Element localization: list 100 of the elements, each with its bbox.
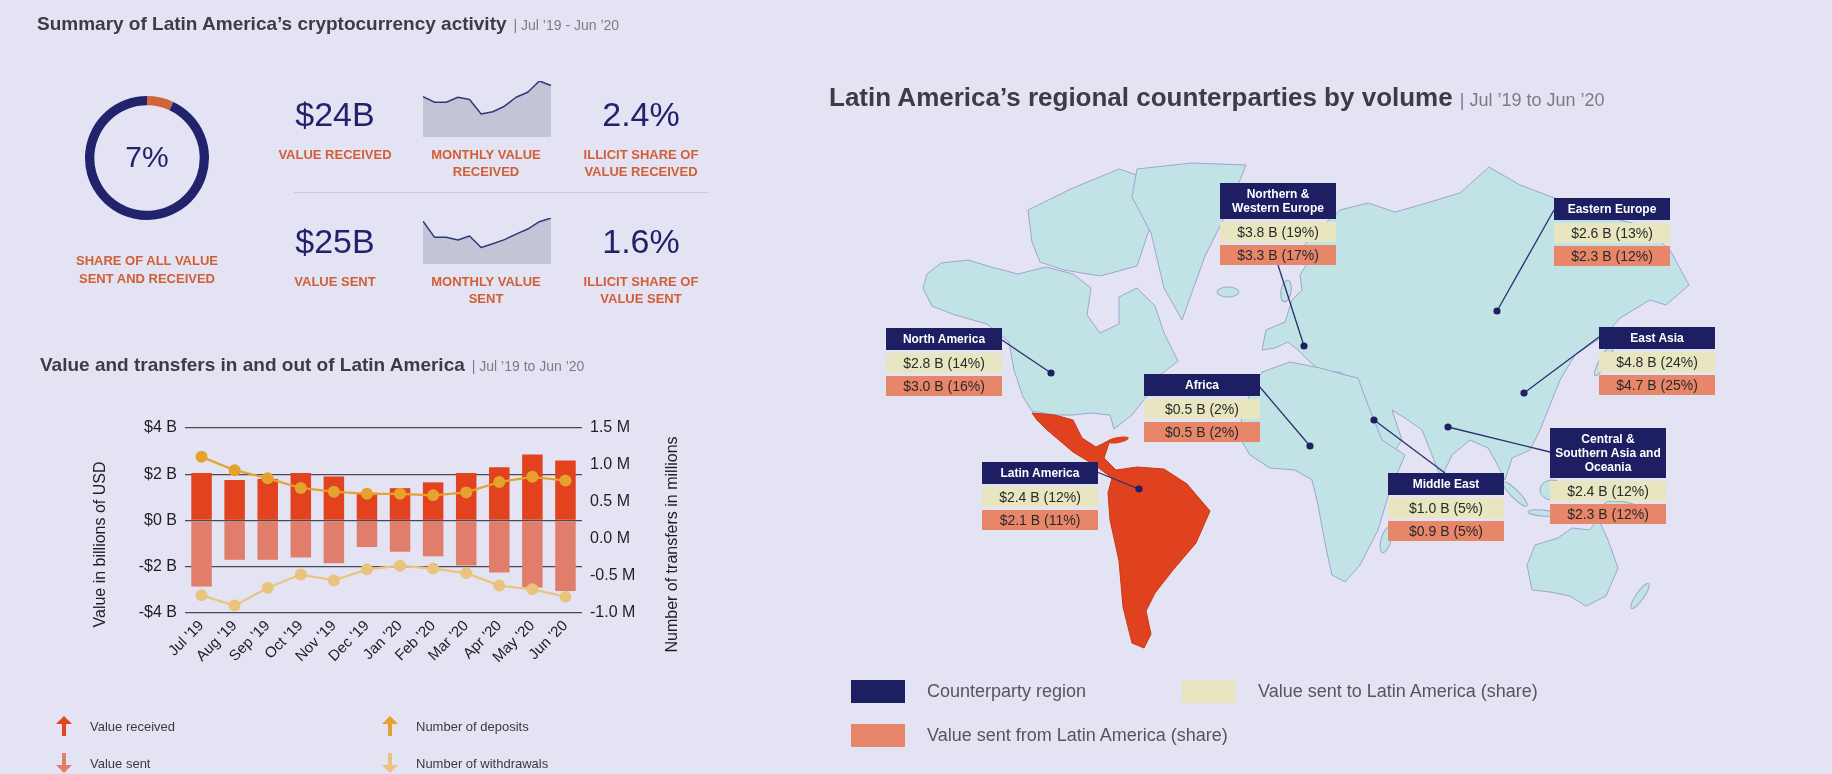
point — [294, 481, 307, 494]
text: | Jul ’19 - Jun ’20 — [513, 17, 620, 33]
bar — [422, 521, 444, 557]
data-label: $2.4 B (12%) — [1550, 481, 1666, 501]
y-tick-label: $0 B — [144, 510, 177, 528]
data-label: $4.8 B (24%) — [1599, 352, 1715, 372]
point — [195, 589, 208, 602]
data-label: $0.5 B (2%) — [1144, 422, 1260, 442]
category-label: Latin America — [982, 462, 1098, 484]
bar — [224, 521, 245, 560]
text: Summary of Latin America’s cryptocurrency activity — [37, 13, 507, 34]
legend-label: Value sent — [90, 755, 151, 771]
point — [427, 562, 440, 575]
legend-label: Value received — [90, 718, 176, 734]
y-axis-title: Value in billions of USD — [91, 461, 109, 628]
category-label: North America — [886, 328, 1002, 350]
y-tick-label: $2 B — [144, 464, 177, 482]
legend-label: Number of deposits — [416, 718, 529, 734]
point — [261, 472, 274, 485]
category-label: Africa — [1144, 374, 1260, 396]
text: Latin America’s regional counterparties by volume — [829, 82, 1453, 112]
text: $24B — [294, 94, 376, 134]
point — [460, 567, 473, 580]
y2-tick-label: 0.5 M — [590, 492, 631, 510]
legend-label: Number of withdrawals — [416, 755, 549, 771]
category-label: Middle East — [1388, 473, 1504, 495]
text: | Jul ’19 to Jun ’20 — [1459, 90, 1605, 110]
point — [360, 563, 373, 576]
point — [327, 574, 340, 587]
bar — [389, 521, 411, 552]
data-label: $0.9 B (5%) — [1388, 521, 1504, 541]
bar — [191, 521, 212, 587]
legend-label: Value sent from Latin America (share) — [927, 724, 1228, 747]
category-label: Northern & Western Europe — [1220, 183, 1336, 219]
y-tick-label: $4 B — [144, 418, 177, 436]
chart-subtitle: | Jul ’19 to Jun ’20 — [471, 358, 585, 374]
data-label: $0.5 B (2%) — [1144, 399, 1260, 419]
point — [493, 476, 506, 489]
point — [228, 599, 241, 612]
text: 1.6% — [601, 221, 681, 261]
bar — [455, 521, 477, 566]
bar — [356, 521, 378, 548]
point — [195, 450, 208, 463]
point — [559, 474, 572, 487]
point — [559, 590, 572, 603]
text: $25B — [294, 221, 376, 261]
data-label: $2.1 B (11%) — [982, 510, 1098, 530]
text: VALUE SENT — [293, 273, 377, 290]
text: 2.4% — [601, 94, 681, 134]
bar — [257, 478, 278, 520]
y-tick-label: -$4 B — [138, 603, 177, 621]
point — [394, 487, 407, 500]
x-axis-title: MONTHLY VALUE RECEIVED — [430, 146, 542, 180]
y2-axis-title: Number of transfers in millions — [663, 436, 681, 653]
point — [526, 470, 539, 483]
bar — [224, 480, 245, 520]
point — [526, 583, 539, 596]
data-label: 7% — [125, 140, 169, 174]
text: VALUE RECEIVED — [277, 146, 393, 163]
bar — [323, 521, 345, 564]
data-label: $2.6 B (13%) — [1554, 223, 1670, 243]
bar — [555, 521, 576, 592]
bar — [489, 521, 510, 573]
data-label: $2.3 B (12%) — [1550, 504, 1666, 524]
y2-tick-label: 1.0 M — [590, 455, 631, 473]
y2-tick-label: -0.5 M — [590, 566, 636, 584]
text: SHARE OF ALL VALUE SENT AND RECEIVED — [74, 252, 219, 288]
data-label: $3.8 B (19%) — [1220, 222, 1336, 242]
y2-tick-label: 0.0 M — [590, 529, 631, 547]
data-label: $2.8 B (14%) — [886, 353, 1002, 373]
data-label: $3.0 B (16%) — [886, 376, 1002, 396]
bar — [191, 473, 212, 520]
legend-label: Value sent to Latin America (share) — [1258, 680, 1538, 703]
text: Counterparty region — [927, 680, 1087, 703]
bar — [555, 460, 576, 520]
point — [493, 579, 506, 592]
x-axis-title: MONTHLY VALUE SENT — [430, 273, 542, 307]
category-label: Eastern Europe — [1554, 198, 1670, 220]
bar — [257, 521, 278, 560]
bar — [290, 521, 312, 558]
point — [394, 559, 407, 572]
data-label: $2.3 B (12%) — [1554, 246, 1670, 266]
y2-tick-label: -1.0 M — [590, 603, 636, 621]
text: ILLICIT SHARE OF VALUE RECEIVED — [582, 146, 700, 180]
point — [261, 581, 274, 594]
y-tick-label: -$2 B — [138, 557, 177, 575]
y2-tick-label: 1.5 M — [590, 418, 631, 436]
point — [228, 464, 241, 477]
data-label: $4.7 B (25%) — [1599, 375, 1715, 395]
data-label: $3.3 B (17%) — [1220, 245, 1336, 265]
text: ILLICIT SHARE OF VALUE SENT — [582, 273, 700, 307]
chart-title: Value and transfers in and out of Latin America — [40, 354, 465, 375]
point — [360, 487, 373, 500]
bar — [522, 521, 543, 588]
bar — [522, 454, 543, 520]
data-label: $2.4 B (12%) — [982, 487, 1098, 507]
category-label: East Asia — [1599, 327, 1715, 349]
data-label: $1.0 B (5%) — [1388, 498, 1504, 518]
point — [294, 568, 307, 581]
category-label: Central & Southern Asia and Oceania — [1550, 428, 1666, 478]
